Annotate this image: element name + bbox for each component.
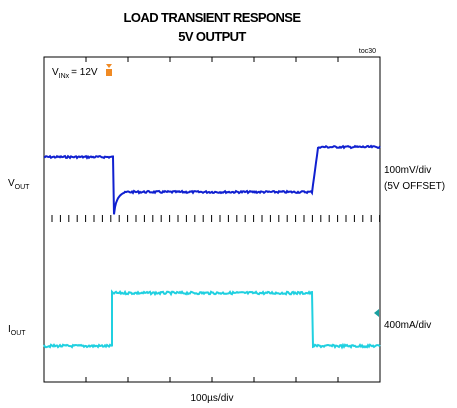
vout-trace — [43, 144, 381, 215]
channel-marker — [374, 309, 379, 317]
time-scale: 100µs/div — [190, 393, 233, 404]
ticks — [51, 57, 381, 382]
vout-label: VOUT — [8, 178, 30, 191]
vin-label: VINx = 12V — [52, 67, 98, 80]
tag: toc30 — [359, 48, 376, 55]
title: LOAD TRANSIENT RESPONSE — [124, 10, 302, 25]
marker-icon — [106, 64, 112, 76]
iout-scale: 400mA/div — [384, 320, 431, 331]
vout-scale: 100mV/div — [384, 165, 431, 176]
iout-label: IOUT — [8, 324, 26, 337]
subtitle: 5V OUTPUT — [178, 29, 246, 44]
vout-note: (5V OFFSET) — [384, 181, 445, 192]
iout-trace — [43, 289, 381, 350]
